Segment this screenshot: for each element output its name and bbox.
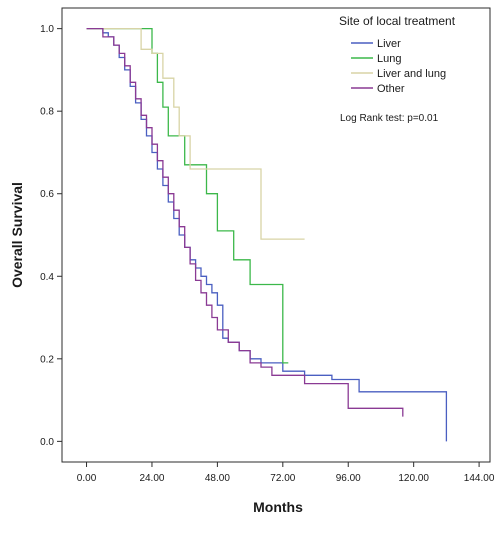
series-line-liver-and-lung [86, 27, 305, 240]
x-tick-label: 144.00 [464, 473, 495, 484]
x-tick-label: 48.00 [205, 473, 230, 484]
x-tick-label: 24.00 [139, 473, 164, 484]
y-tick-label: 1.0 [40, 24, 54, 35]
x-tick-label: 0.00 [77, 473, 97, 484]
log-rank-annotation: Log Rank test: p=0.01 [340, 113, 439, 124]
series-line-lung [86, 27, 289, 364]
y-tick-label: 0.6 [40, 189, 54, 200]
plot-frame [61, 7, 491, 463]
legend-label-other: Other [377, 83, 405, 95]
y-tick-label: 0.0 [40, 437, 54, 448]
y-tick-label: 0.8 [40, 107, 54, 118]
x-tick-label: 72.00 [270, 473, 295, 484]
y-axis-title: Overall Survival [9, 182, 25, 288]
legend-label-lung: Lung [377, 53, 401, 65]
series-line-other [86, 27, 404, 417]
y-tick-label: 0.2 [40, 354, 54, 365]
legend-label-liver: Liver [377, 38, 401, 50]
x-tick-label: 96.00 [336, 473, 361, 484]
y-tick-label: 0.4 [40, 272, 54, 283]
legend-title: Site of local treatment [339, 14, 456, 28]
x-tick-label: 120.00 [398, 473, 429, 484]
legend-label-liver-and-lung: Liver and lung [377, 68, 446, 80]
x-axis-title: Months [253, 499, 303, 515]
